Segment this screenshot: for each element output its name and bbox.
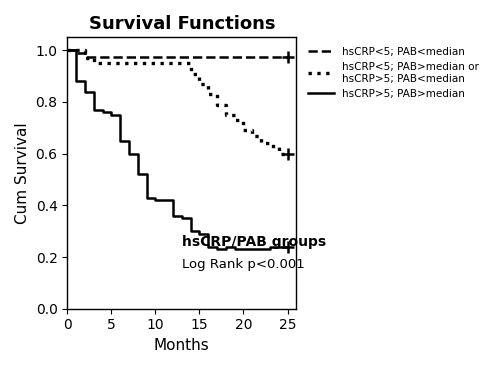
hsCRP>5; PAB>median — [284, 244, 290, 249]
hsCRP>5; PAB>median — [73, 79, 79, 84]
hsCRP<5; PAB>median or
hsCRP>5; PAB<median — [250, 128, 256, 132]
hsCRP<5; PAB<median — [64, 48, 70, 53]
hsCRP<5; PAB>median or
hsCRP>5; PAB<median — [188, 61, 194, 66]
hsCRP<5; PAB>median or
hsCRP>5; PAB<median — [196, 71, 202, 76]
hsCRP<5; PAB>median or
hsCRP>5; PAB<median — [223, 102, 229, 107]
hsCRP>5; PAB>median — [267, 247, 273, 251]
hsCRP<5; PAB>median or
hsCRP>5; PAB<median — [90, 61, 96, 66]
hsCRP<5; PAB>median or
hsCRP>5; PAB<median — [214, 102, 220, 107]
hsCRP>5; PAB>median — [82, 79, 88, 84]
hsCRP<5; PAB<median — [82, 54, 88, 59]
hsCRP>5; PAB>median — [214, 247, 220, 251]
hsCRP<5; PAB>median or
hsCRP>5; PAB<median — [240, 128, 246, 132]
hsCRP<5; PAB>median or
hsCRP>5; PAB<median — [223, 113, 229, 117]
hsCRP<5; PAB>median or
hsCRP>5; PAB<median — [240, 118, 246, 122]
hsCRP>5; PAB>median — [100, 110, 105, 114]
hsCRP>5; PAB>median — [179, 216, 185, 220]
hsCRP<5; PAB>median or
hsCRP>5; PAB<median — [267, 144, 273, 148]
X-axis label: Months: Months — [154, 338, 210, 353]
hsCRP<5; PAB>median or
hsCRP>5; PAB<median — [232, 118, 237, 122]
hsCRP<5; PAB>median or
hsCRP>5; PAB<median — [82, 56, 88, 60]
hsCRP>5; PAB>median — [188, 216, 194, 220]
hsCRP<5; PAB>median or
hsCRP>5; PAB<median — [82, 48, 88, 53]
hsCRP>5; PAB>median — [117, 113, 123, 117]
Line: hsCRP<5; PAB>median or
hsCRP>5; PAB<median: hsCRP<5; PAB>median or hsCRP>5; PAB<medi… — [68, 50, 288, 154]
hsCRP>5; PAB>median — [144, 172, 150, 177]
hsCRP<5; PAB<median — [284, 54, 290, 59]
hsCRP>5; PAB>median — [152, 198, 158, 202]
Line: hsCRP>5; PAB>median: hsCRP>5; PAB>median — [68, 50, 288, 249]
hsCRP>5; PAB>median — [170, 198, 176, 202]
hsCRP>5; PAB>median — [223, 244, 229, 249]
hsCRP>5; PAB>median — [90, 89, 96, 94]
Line: hsCRP<5; PAB<median: hsCRP<5; PAB<median — [68, 50, 288, 57]
hsCRP<5; PAB>median or
hsCRP>5; PAB<median — [232, 113, 237, 117]
hsCRP>5; PAB>median — [232, 247, 237, 251]
hsCRP>5; PAB>median — [205, 231, 211, 236]
Text: Log Rank p<0.001: Log Rank p<0.001 — [182, 258, 304, 271]
hsCRP>5; PAB>median — [108, 110, 114, 114]
hsCRP>5; PAB>median — [196, 231, 202, 236]
hsCRP>5; PAB>median — [117, 138, 123, 143]
hsCRP<5; PAB>median or
hsCRP>5; PAB<median — [205, 82, 211, 86]
hsCRP>5; PAB>median — [100, 107, 105, 112]
hsCRP<5; PAB>median or
hsCRP>5; PAB<median — [64, 48, 70, 53]
hsCRP<5; PAB<median — [82, 51, 88, 55]
hsCRP<5; PAB>median or
hsCRP>5; PAB<median — [284, 152, 290, 156]
hsCRP<5; PAB>median or
hsCRP>5; PAB<median — [267, 141, 273, 145]
hsCRP>5; PAB>median — [188, 229, 194, 233]
hsCRP>5; PAB>median — [205, 244, 211, 249]
hsCRP<5; PAB>median or
hsCRP>5; PAB<median — [90, 56, 96, 60]
hsCRP<5; PAB>median or
hsCRP>5; PAB<median — [214, 92, 220, 96]
hsCRP>5; PAB>median — [232, 244, 237, 249]
Text: hsCRP/PAB groups: hsCRP/PAB groups — [182, 235, 326, 249]
hsCRP>5; PAB>median — [126, 138, 132, 143]
hsCRP>5; PAB>median — [223, 247, 229, 251]
hsCRP<5; PAB>median or
hsCRP>5; PAB<median — [188, 71, 194, 76]
hsCRP<5; PAB>median or
hsCRP>5; PAB<median — [196, 82, 202, 86]
hsCRP>5; PAB>median — [64, 48, 70, 53]
hsCRP<5; PAB>median or
hsCRP>5; PAB<median — [276, 144, 281, 148]
hsCRP<5; PAB>median or
hsCRP>5; PAB<median — [276, 152, 281, 156]
hsCRP<5; PAB<median — [73, 48, 79, 53]
hsCRP<5; PAB>median or
hsCRP>5; PAB<median — [258, 133, 264, 138]
hsCRP>5; PAB>median — [73, 48, 79, 53]
Title: Survival Functions: Survival Functions — [88, 15, 275, 33]
hsCRP<5; PAB<median — [73, 51, 79, 55]
hsCRP>5; PAB>median — [170, 213, 176, 218]
hsCRP>5; PAB>median — [135, 152, 141, 156]
hsCRP>5; PAB>median — [144, 195, 150, 200]
hsCRP>5; PAB>median — [82, 89, 88, 94]
hsCRP<5; PAB>median or
hsCRP>5; PAB<median — [205, 92, 211, 96]
hsCRP<5; PAB>median or
hsCRP>5; PAB<median — [250, 133, 256, 138]
hsCRP>5; PAB>median — [196, 229, 202, 233]
hsCRP>5; PAB>median — [152, 195, 158, 200]
hsCRP>5; PAB>median — [108, 113, 114, 117]
hsCRP>5; PAB>median — [90, 107, 96, 112]
Y-axis label: Cum Survival: Cum Survival — [15, 122, 30, 224]
hsCRP<5; PAB>median or
hsCRP>5; PAB<median — [258, 141, 264, 145]
hsCRP>5; PAB>median — [267, 244, 273, 249]
hsCRP>5; PAB>median — [214, 244, 220, 249]
hsCRP>5; PAB>median — [179, 213, 185, 218]
hsCRP>5; PAB>median — [135, 172, 141, 177]
Legend: hsCRP<5; PAB<median, hsCRP<5; PAB>median or
hsCRP>5; PAB<median, hsCRP>5; PAB>me: hsCRP<5; PAB<median, hsCRP<5; PAB>median… — [304, 43, 484, 103]
hsCRP>5; PAB>median — [126, 152, 132, 156]
